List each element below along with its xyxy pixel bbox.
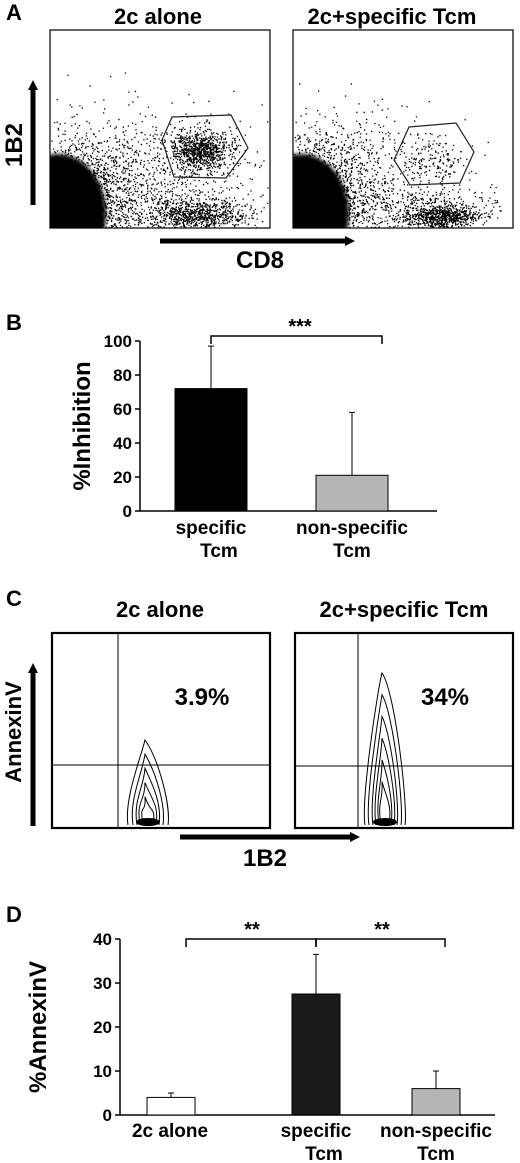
y-tick-label: 100 [104,332,132,351]
panel-a-plot1-title: 2c alone [114,4,202,29]
x-category-label: specific [176,518,247,539]
y-tick-label: 80 [113,366,132,385]
plot-frame-c1 [50,631,272,830]
gate-polygon-a1 [161,114,249,179]
panel-a-letter: A [6,0,22,25]
y-axis-title: %Inhibition [69,361,96,490]
gate-polygon-a2 [393,122,475,186]
bar [315,474,389,512]
y-axis-title: %AnnexinV [25,961,52,1093]
percent-label-c1: 3.9% [175,684,230,711]
panel-d-letter: D [6,902,22,927]
bar [146,1096,196,1116]
bar-chart-inhibition: 020406080100%InhibitionspecificTcmnon-sp… [69,332,437,562]
panel-b: B 020406080100%InhibitionspecificTcmnon-… [6,310,437,562]
contour-line [371,714,399,826]
y-tick-label: 40 [113,434,132,453]
contour-core [373,818,397,826]
y-tick-label: 40 [93,930,112,949]
event-dots [294,83,502,229]
x-category-label: non-specific [296,518,408,539]
percent-label-c2: 34% [421,684,469,711]
significance-bracket [315,938,446,947]
y-tick-label: 20 [113,468,132,487]
event-dots [51,72,269,229]
contour-plot-2c-alone [126,738,169,826]
contour-line [126,738,169,826]
panel-c-plot1-title: 2c alone [116,597,204,622]
x-category-label: Tcm [417,1144,455,1163]
contour-line [138,782,158,826]
panel-c: C 2c alone 2c+specific Tcm 3.9% 34% Anne… [1,586,515,872]
x-category-label: Tcm [305,1144,343,1163]
x-category-label: Tcm [200,541,238,562]
y-axis-label-c: AnnexinV [1,681,26,783]
plot-frame-c2 [293,631,515,830]
panel-a-plot2-title: 2c+specific Tcm [308,4,477,29]
x-category-label: Tcm [333,541,371,562]
plot-frame-a2 [292,29,514,229]
x-category-label: 2c alone [132,1121,208,1142]
y-axis-label-a: 1B2 [1,123,28,167]
significance-label-d1: ** [244,919,260,941]
plot-frame-a1 [49,29,271,229]
contour-line [131,752,165,826]
y-tick-label: 30 [93,974,112,993]
x-category-label: specific [281,1121,352,1142]
contour-line [367,693,402,826]
panel-d: D 0 10 20 30 40 %AnnexinV 2c alone specific Tcm n… [6,902,495,1163]
x-axis-label-c: 1B2 [243,845,287,872]
x-category-label: non-specific [380,1121,492,1142]
significance-label-b: *** [288,316,312,338]
scatter-plot-2c-specific-tcm [293,30,513,229]
y-tick-label: 10 [93,1062,112,1081]
y-tick-label: 20 [93,1018,112,1037]
bar [174,388,248,512]
y-tick-label: 0 [123,502,132,521]
x-axis-label-a: CD8 [236,247,284,274]
panel-a: A 2c alone 2c+specific Tcm 1B2 CD8 [1,0,514,274]
contour-line [135,766,161,826]
y-tick-label: 0 [103,1106,112,1125]
significance-bracket [210,335,383,344]
contour-plot-2c-specific-tcm [363,671,406,826]
contour-line [379,781,391,826]
contour-line [374,737,396,826]
significance-label-d2: ** [374,919,390,941]
panel-c-letter: C [6,586,22,611]
contour-line [363,671,406,826]
y-tick-label: 60 [113,400,132,419]
bar [411,1088,461,1116]
bar [291,993,341,1116]
contour-line [377,759,393,826]
contour-line [141,796,155,826]
bar-chart-annexin: 0 10 20 30 40 %AnnexinV 2c alone specific Tcm non… [25,930,495,1163]
scatter-plot-2c-alone [50,30,270,229]
panel-c-plot2-title: 2c+specific Tcm [320,597,489,622]
panel-b-letter: B [6,310,22,335]
